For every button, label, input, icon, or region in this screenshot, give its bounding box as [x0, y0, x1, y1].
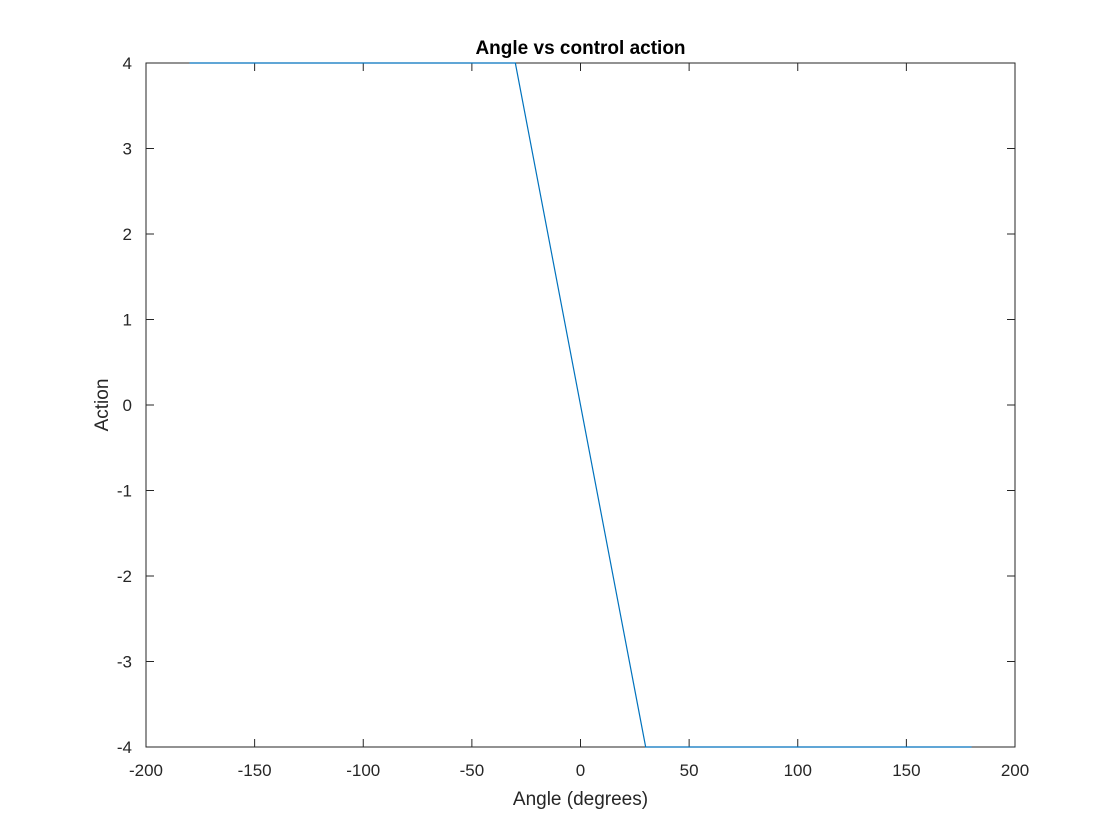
x-tick-label: -100 — [346, 761, 380, 780]
y-tick-label: -3 — [117, 653, 132, 672]
y-axis-title: Action — [92, 379, 113, 432]
x-tick-label: 200 — [1001, 761, 1029, 780]
y-tick-label: 1 — [123, 311, 132, 330]
series-group — [189, 62, 972, 748]
ticks-group — [145, 62, 1016, 748]
series-line-1 — [189, 62, 972, 748]
y-tick-label: 2 — [123, 225, 132, 244]
y-tick-label: 4 — [123, 54, 132, 73]
x-tick-labels: -200 -150 -100 -50 0 50 100 150 200 — [129, 761, 1029, 780]
x-tick-label: 150 — [892, 761, 920, 780]
y-tick-labels: -4 -3 -2 -1 0 1 2 3 4 — [117, 54, 132, 757]
x-tick-label: -50 — [460, 761, 485, 780]
x-tick-label: 0 — [576, 761, 585, 780]
x-tick-label: 50 — [680, 761, 699, 780]
x-tick-label: -200 — [129, 761, 163, 780]
y-tick-label: -1 — [117, 482, 132, 501]
y-tick-label: 0 — [123, 396, 132, 415]
y-tick-label: -4 — [117, 738, 132, 757]
chart-title: Angle vs control action — [475, 38, 685, 59]
x-axis-title: Angle (degrees) — [513, 789, 648, 810]
x-tick-label: 100 — [784, 761, 812, 780]
y-tick-label: -2 — [117, 567, 132, 586]
y-tick-label: 3 — [123, 140, 132, 159]
x-tick-label: -150 — [238, 761, 272, 780]
